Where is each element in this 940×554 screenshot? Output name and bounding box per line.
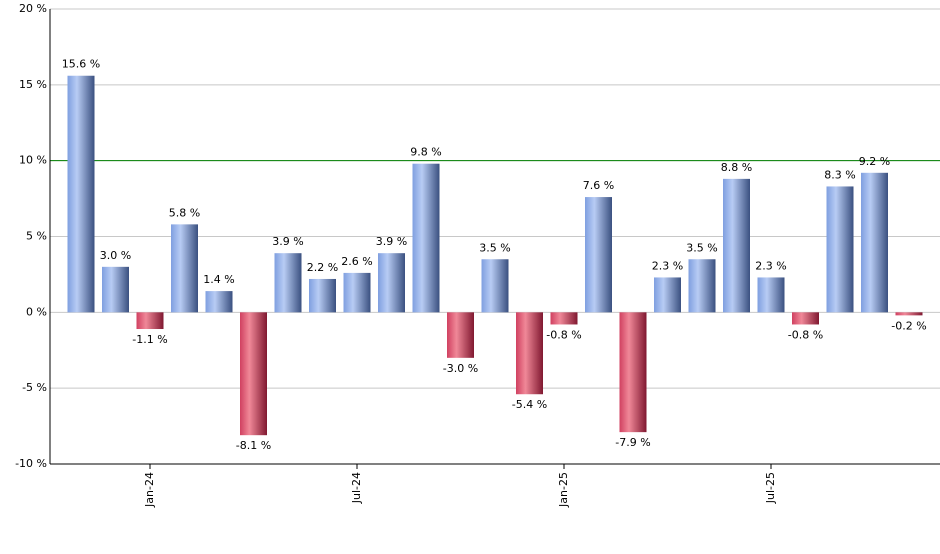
bar [895, 312, 923, 316]
bar [102, 266, 129, 313]
y-tick-label: 10 % [19, 154, 47, 167]
data-label: 5.8 % [169, 206, 200, 219]
bar [240, 312, 267, 436]
data-label: -1.1 % [132, 333, 167, 346]
bar [378, 253, 405, 313]
data-label: 2.3 % [652, 259, 683, 272]
bar [481, 259, 509, 313]
data-label: -3.0 % [443, 362, 478, 375]
data-label: 3.9 % [376, 235, 407, 248]
data-label: 9.8 % [410, 146, 441, 159]
x-tick-label: Jan-25 [557, 472, 570, 508]
bar [654, 277, 681, 313]
bar [136, 312, 164, 330]
data-label: 3.0 % [100, 249, 131, 262]
bar [412, 163, 440, 313]
bar [723, 178, 750, 313]
x-tick-label: Jul-25 [764, 472, 777, 504]
data-label: 7.6 % [583, 179, 614, 192]
y-tick-label: -10 % [15, 457, 47, 470]
y-tick-label: 5 % [26, 230, 47, 243]
bar [309, 278, 336, 313]
bar [550, 312, 578, 325]
data-label: 3.9 % [272, 235, 303, 248]
data-label: 9.2 % [859, 155, 890, 168]
data-label: -5.4 % [512, 398, 547, 411]
data-label: -8.1 % [236, 439, 271, 452]
bar [757, 277, 785, 313]
bar [447, 312, 474, 358]
bar [688, 259, 716, 313]
bar [619, 312, 647, 433]
bar [826, 186, 854, 313]
y-tick-label: 15 % [19, 78, 47, 91]
bar [861, 172, 888, 313]
bar [171, 224, 198, 313]
data-label: 8.8 % [721, 161, 752, 174]
y-tick-label: -5 % [22, 381, 47, 394]
data-label: 2.6 % [341, 255, 372, 268]
bar [274, 253, 302, 313]
x-tick-label: Jan-24 [143, 472, 156, 508]
data-label: -7.9 % [615, 436, 650, 449]
data-label: -0.2 % [891, 319, 926, 332]
data-label: 15.6 % [62, 58, 100, 71]
bar [585, 197, 612, 313]
bar [516, 312, 543, 395]
data-label: 8.3 % [824, 168, 855, 181]
data-label: 3.5 % [686, 241, 717, 254]
data-label: 2.2 % [307, 261, 338, 274]
bar [205, 291, 233, 313]
bar [343, 272, 371, 313]
bar [67, 75, 95, 313]
data-label: -0.8 % [546, 328, 581, 341]
data-label: 3.5 % [479, 241, 510, 254]
bar [792, 312, 819, 325]
y-tick-label: 20 % [19, 2, 47, 15]
x-tick-label: Jul-24 [350, 472, 363, 504]
data-label: -0.8 % [788, 328, 823, 341]
data-label: 1.4 % [203, 273, 234, 286]
data-label: 2.3 % [755, 259, 786, 272]
y-tick-label: 0 % [26, 305, 47, 318]
